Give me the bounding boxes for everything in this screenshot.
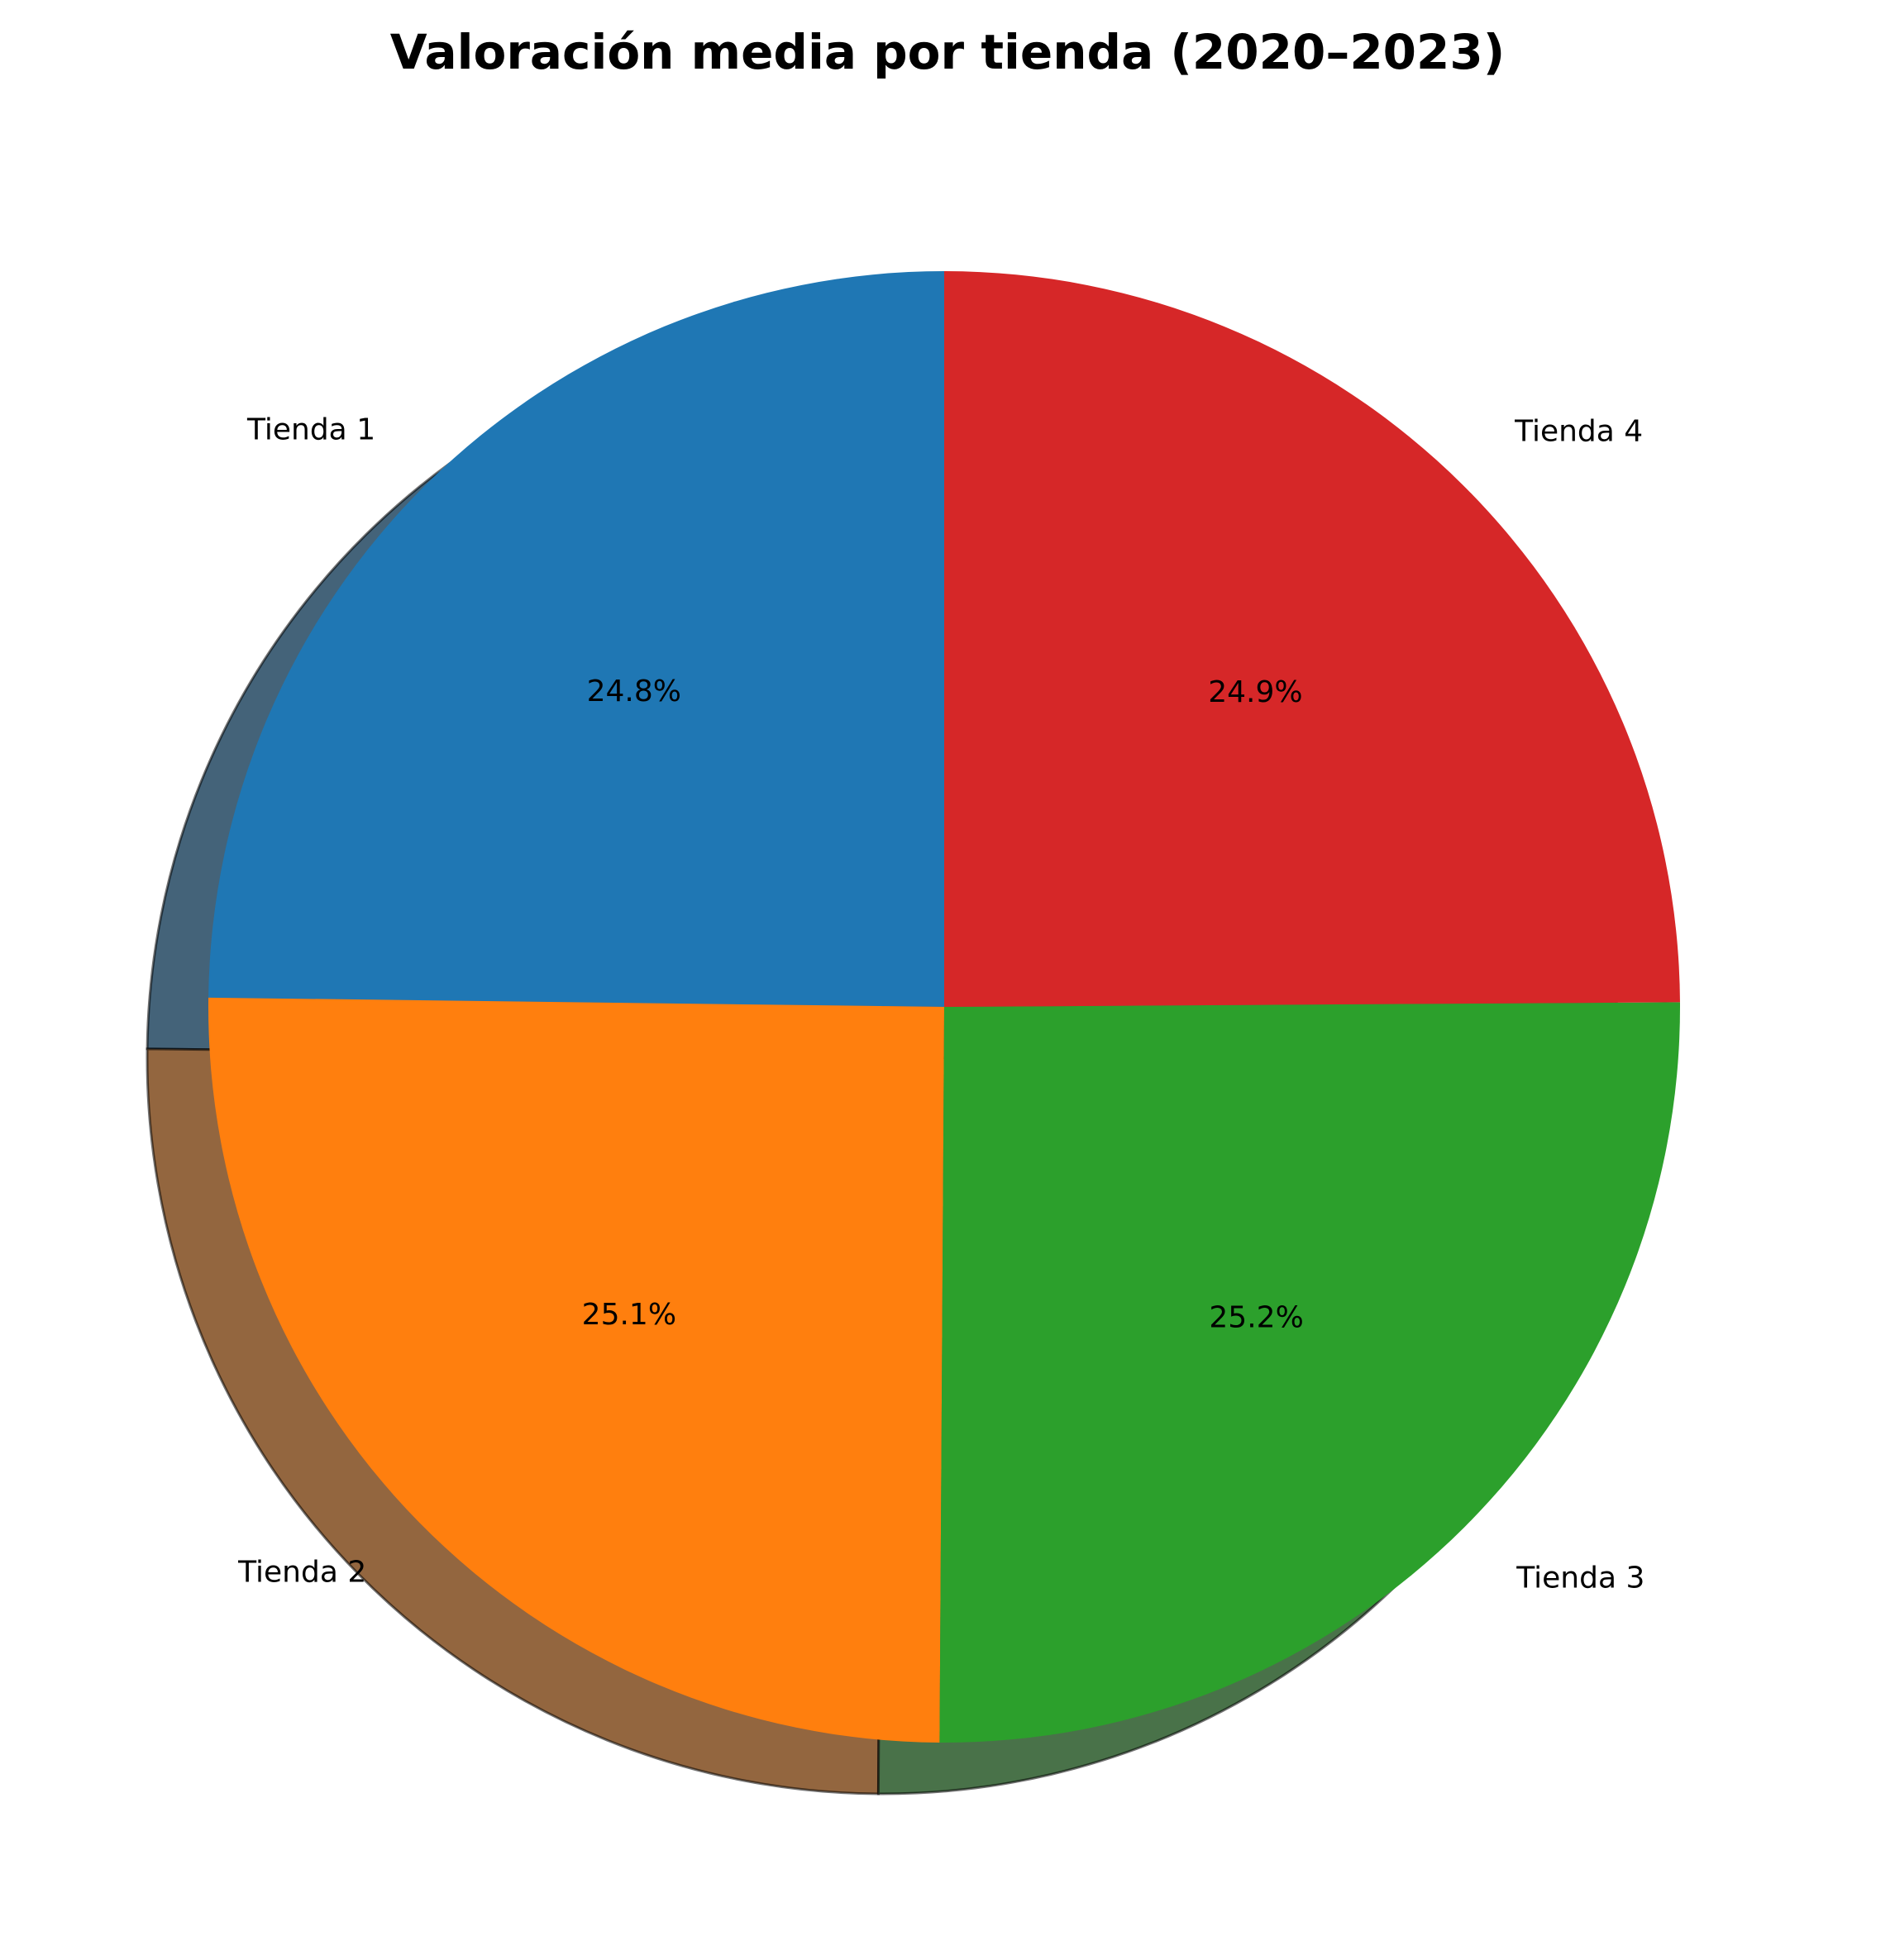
slice-percent-tienda-1: 24.8%: [587, 675, 681, 708]
slice-percent-tienda-3: 25.2%: [1209, 1301, 1303, 1335]
slice-tienda-1: [208, 271, 945, 1007]
slice-tienda-2: [208, 997, 944, 1743]
slice-percent-tienda-4: 24.9%: [1208, 675, 1302, 709]
slice-label-tienda-4: Tienda 4: [1514, 415, 1643, 449]
slice-tienda-4: [944, 271, 1680, 1007]
chart-title: Valoración media por tienda (2020–2023): [390, 24, 1506, 80]
slice-tienda-3: [939, 1002, 1680, 1743]
slice-label-tienda-1: Tienda 1: [246, 413, 375, 446]
slice-label-tienda-2: Tienda 2: [237, 1556, 366, 1590]
pie-slices: [208, 271, 1680, 1743]
slice-label-tienda-3: Tienda 3: [1516, 1561, 1644, 1595]
slice-percent-tienda-2: 25.1%: [582, 1298, 676, 1332]
pie-labels: Tienda 1 24.8% Tienda 2 25.1% Tienda 3 25.2% T…: [237, 413, 1644, 1595]
